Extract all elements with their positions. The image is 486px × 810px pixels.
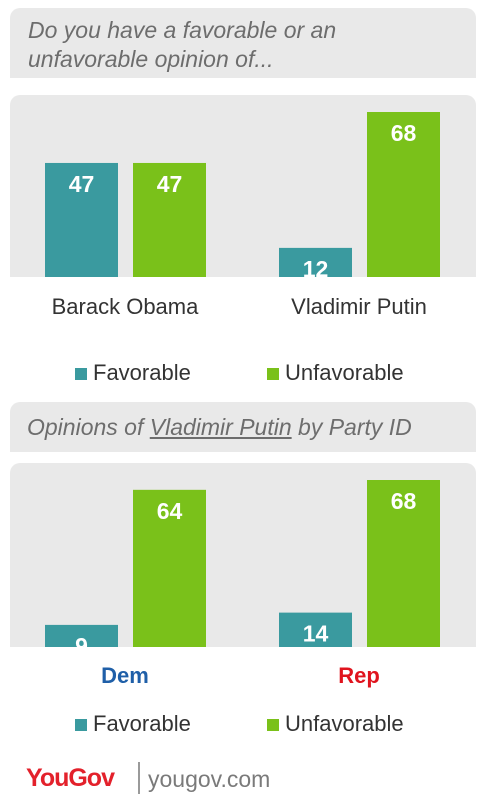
bar-overall-vladimir-putin-unfavorable	[367, 112, 440, 277]
legend-label-unfavorable-2: Unfavorable	[285, 711, 404, 736]
data-label-overall-barack-obama-unfavorable: 47	[157, 171, 183, 197]
question-line-1: Do you have a favorable or an	[28, 17, 337, 43]
bar-party-dem-favorable	[45, 624, 118, 647]
yougov-logo: YouGov	[26, 764, 115, 792]
footer-site-link[interactable]: yougov.com	[148, 766, 271, 792]
data-label-overall-vladimir-putin-favorable: 12	[303, 256, 329, 277]
category-label-rep: Rep	[338, 663, 380, 688]
legend-label-favorable: Favorable	[93, 360, 191, 385]
legend-swatch-unfavorable-2	[267, 719, 279, 731]
data-label-party-dem-unfavorable: 64	[157, 498, 183, 524]
party-header-suffix: by Party ID	[291, 414, 412, 440]
legend-swatch-unfavorable	[267, 368, 279, 380]
bar-overall-barack-obama-favorable	[45, 162, 118, 277]
legend-label-favorable-2: Favorable	[93, 711, 191, 736]
data-label-party-rep-unfavorable: 68	[391, 488, 417, 514]
legend-swatch-favorable-2	[75, 719, 87, 731]
data-label-overall-vladimir-putin-unfavorable: 68	[391, 120, 417, 146]
data-label-party-rep-favorable: 14	[303, 621, 329, 647]
category-label-putin: Vladimir Putin	[291, 294, 427, 319]
legend-label-unfavorable: Unfavorable	[285, 360, 404, 385]
legend-1: Favorable Unfavorable	[0, 360, 486, 390]
bar-party-rep-favorable	[279, 612, 352, 647]
chart-2-plot-area: 9 64 14 68	[10, 463, 476, 647]
category-label-obama: Barack Obama	[51, 294, 199, 319]
category-label-dem: Dem	[101, 663, 149, 688]
bar-overall-vladimir-putin-favorable	[279, 247, 352, 277]
chart-1-svg: 47 47 12 68	[45, 112, 440, 277]
legend-swatch-favorable	[75, 368, 87, 380]
bar-party-rep-unfavorable	[367, 480, 440, 647]
party-header: Opinions of Vladimir Putin by Party ID	[10, 402, 476, 452]
bar-overall-barack-obama-unfavorable	[133, 162, 206, 277]
bar-party-dem-unfavorable	[133, 489, 206, 647]
chart-2-svg: 9 64 14 68	[45, 480, 440, 647]
data-label-party-dem-favorable: 9	[75, 633, 88, 647]
data-label-overall-barack-obama-favorable: 47	[69, 171, 95, 197]
party-header-prefix: Opinions of	[27, 414, 150, 440]
chart-1-plot-area: 47 47 12 68	[10, 95, 476, 277]
legend-2: Favorable Unfavorable	[0, 711, 486, 741]
footer-divider	[138, 762, 140, 794]
question-line-2: unfavorable opinion of...	[28, 46, 274, 72]
party-header-subject: Vladimir Putin	[149, 414, 292, 440]
question-header: Do you have a favorable or an unfavorabl…	[10, 8, 476, 78]
